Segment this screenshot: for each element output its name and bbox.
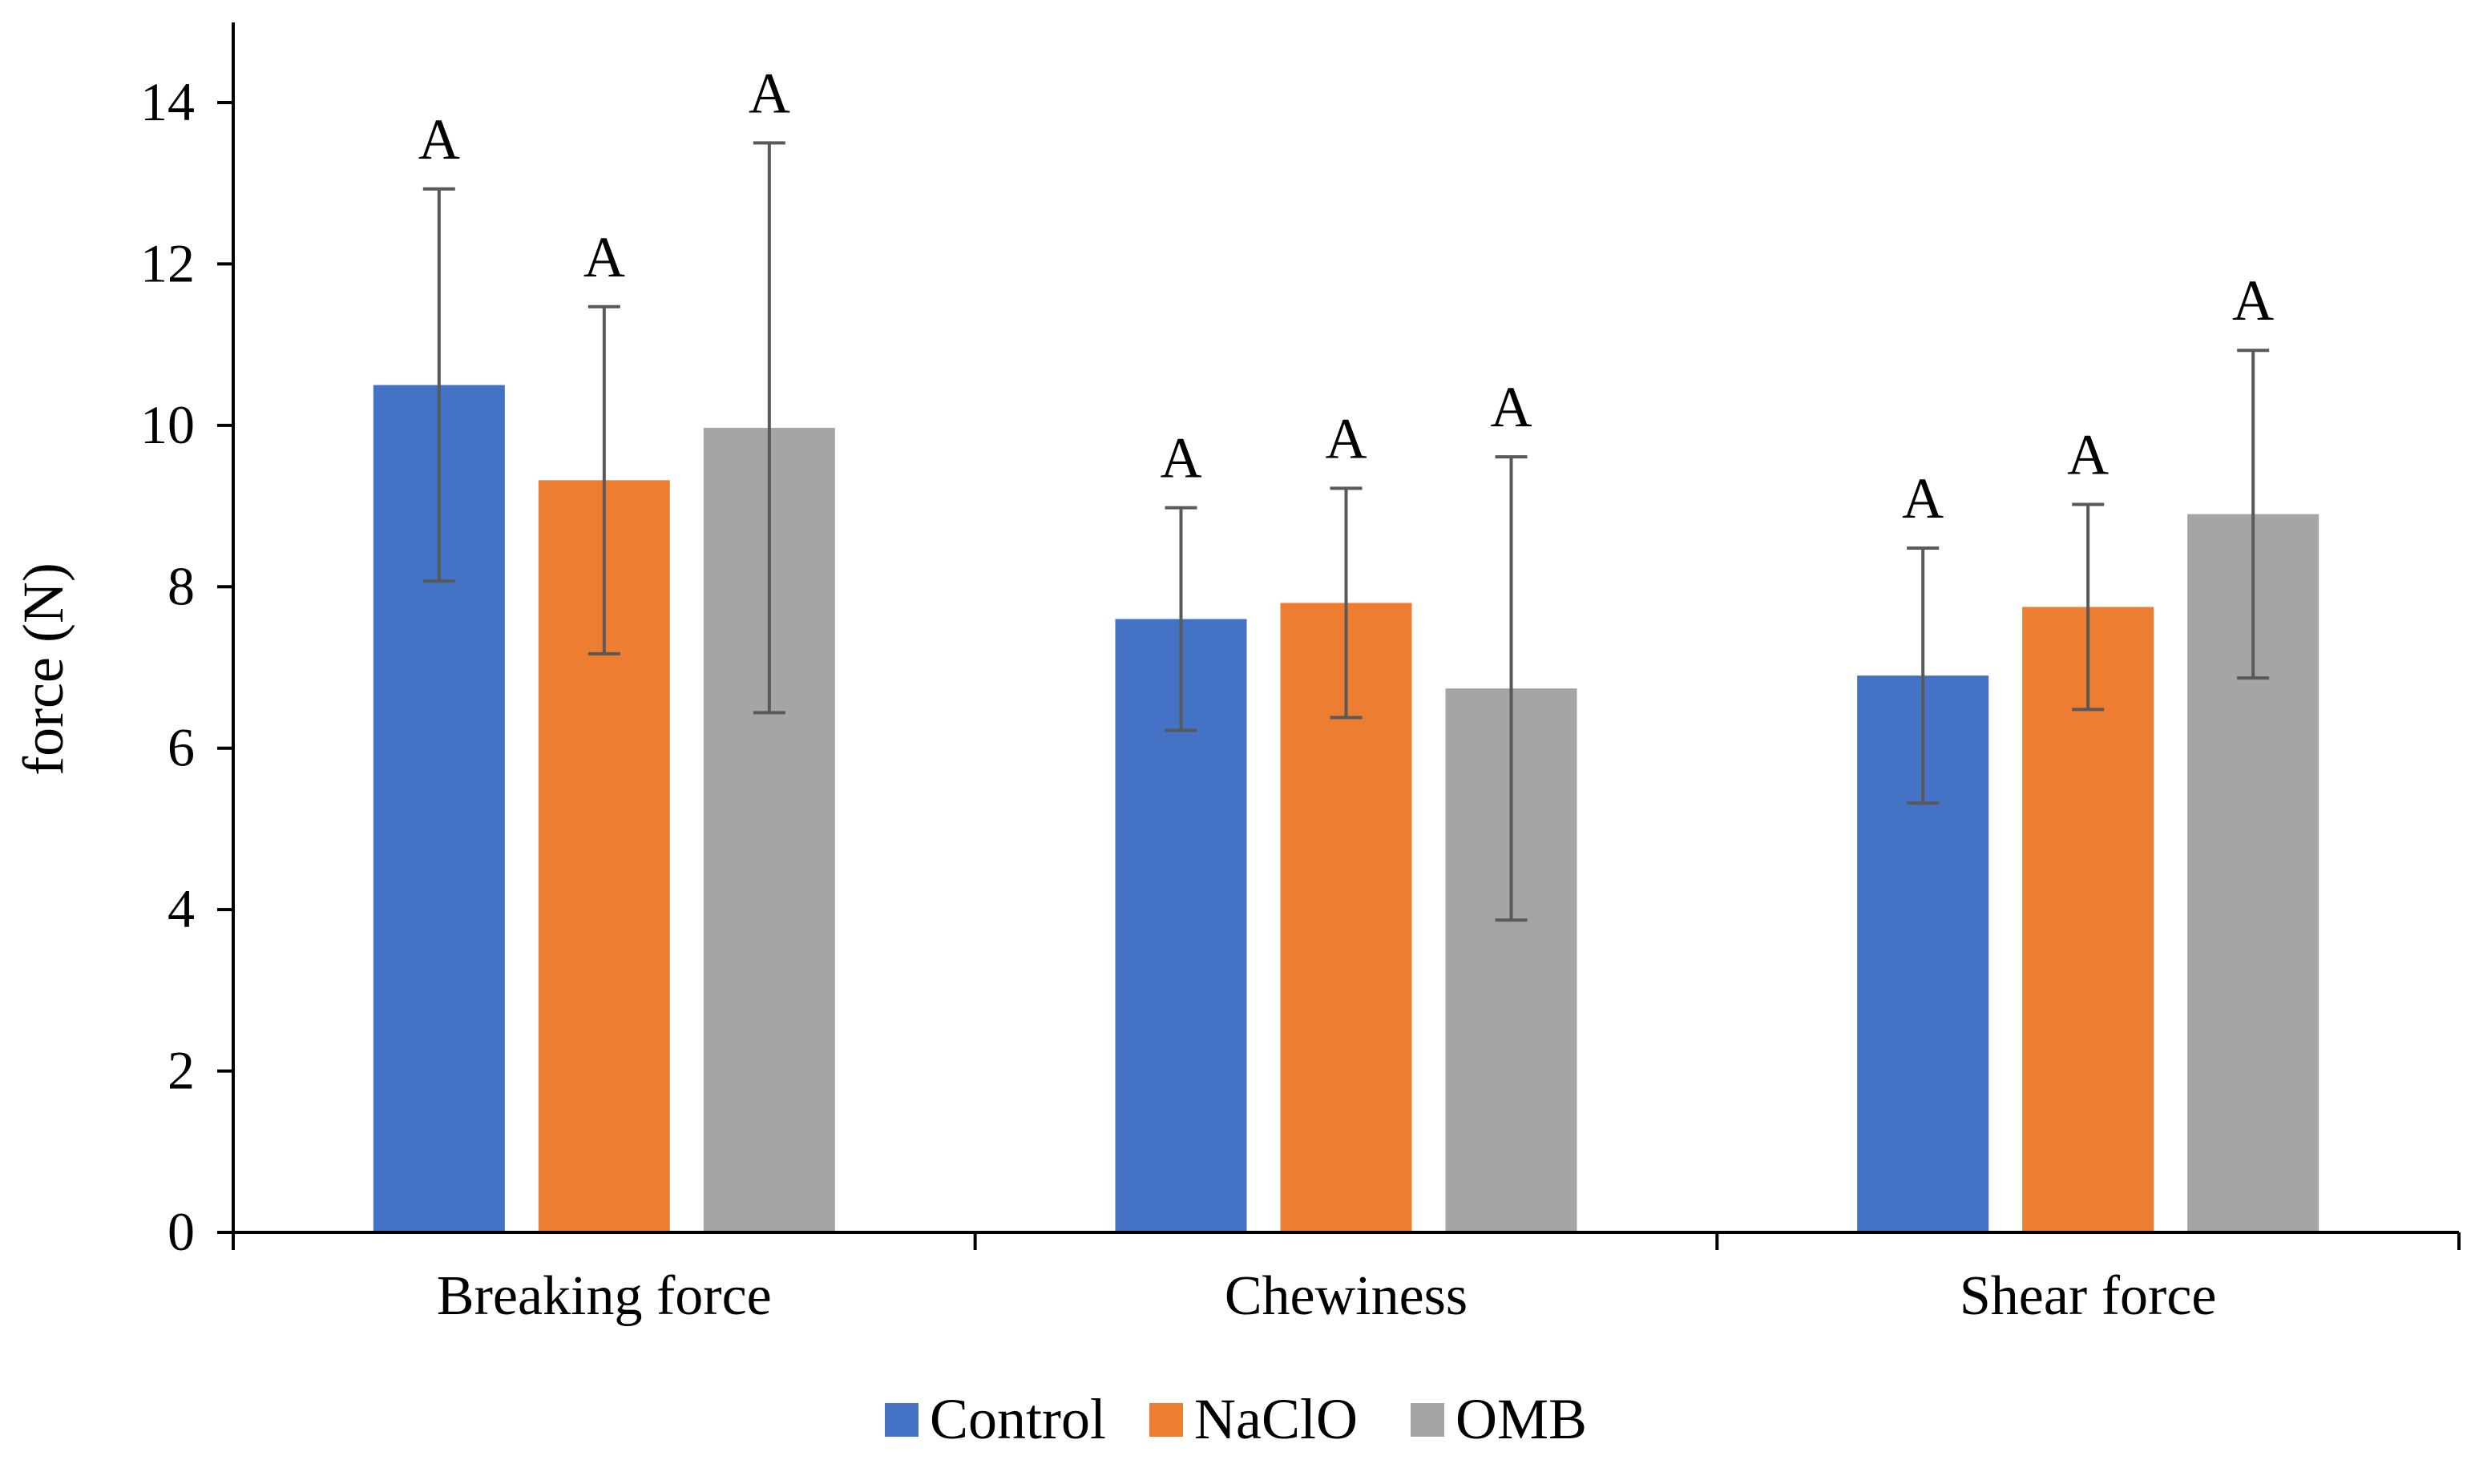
legend-swatch-omb bbox=[1411, 1403, 1444, 1437]
bars-layer bbox=[373, 385, 2319, 1232]
x-tick-label: Chewiness bbox=[1225, 1265, 1468, 1327]
legend-swatch-naclo bbox=[1149, 1403, 1183, 1437]
y-tick-label: 6 bbox=[168, 717, 195, 778]
significance-label: A bbox=[2232, 268, 2274, 333]
x-tick-label: Breaking force bbox=[437, 1265, 772, 1327]
error-bars-layer bbox=[422, 141, 2270, 922]
y-tick-label: 12 bbox=[140, 232, 195, 293]
significance-label: A bbox=[1491, 375, 1532, 439]
legend-label-control: Control bbox=[930, 1387, 1106, 1451]
y-tick-label: 14 bbox=[140, 71, 195, 132]
significance-label: A bbox=[1161, 426, 1202, 490]
significance-label: A bbox=[418, 107, 460, 171]
axes-layer bbox=[217, 22, 2461, 1250]
significance-label: A bbox=[749, 61, 790, 125]
significance-label: A bbox=[1326, 406, 1367, 470]
labels-layer: A A A Breaking force A A A Chewiness A A A Shear fo… bbox=[11, 61, 2274, 1327]
bar-naclo-2 bbox=[2022, 607, 2154, 1232]
y-tick-label: 10 bbox=[140, 394, 195, 455]
y-tick-label: 8 bbox=[168, 555, 195, 616]
legend: Control NaClO OMB bbox=[885, 1387, 1587, 1451]
significance-label: A bbox=[2067, 423, 2109, 487]
x-tick-label: Shear force bbox=[1960, 1265, 2217, 1327]
y-tick-label: 4 bbox=[168, 878, 195, 939]
legend-swatch-control bbox=[885, 1403, 919, 1437]
y-tick-label: 0 bbox=[168, 1201, 195, 1262]
y-tick-label: 2 bbox=[168, 1040, 195, 1101]
legend-label-naclo: NaClO bbox=[1194, 1387, 1358, 1451]
y-axis-title: force (N) bbox=[11, 563, 75, 776]
significance-label: A bbox=[583, 225, 625, 289]
legend-label-omb: OMB bbox=[1455, 1387, 1587, 1451]
significance-label: A bbox=[1902, 466, 1944, 530]
